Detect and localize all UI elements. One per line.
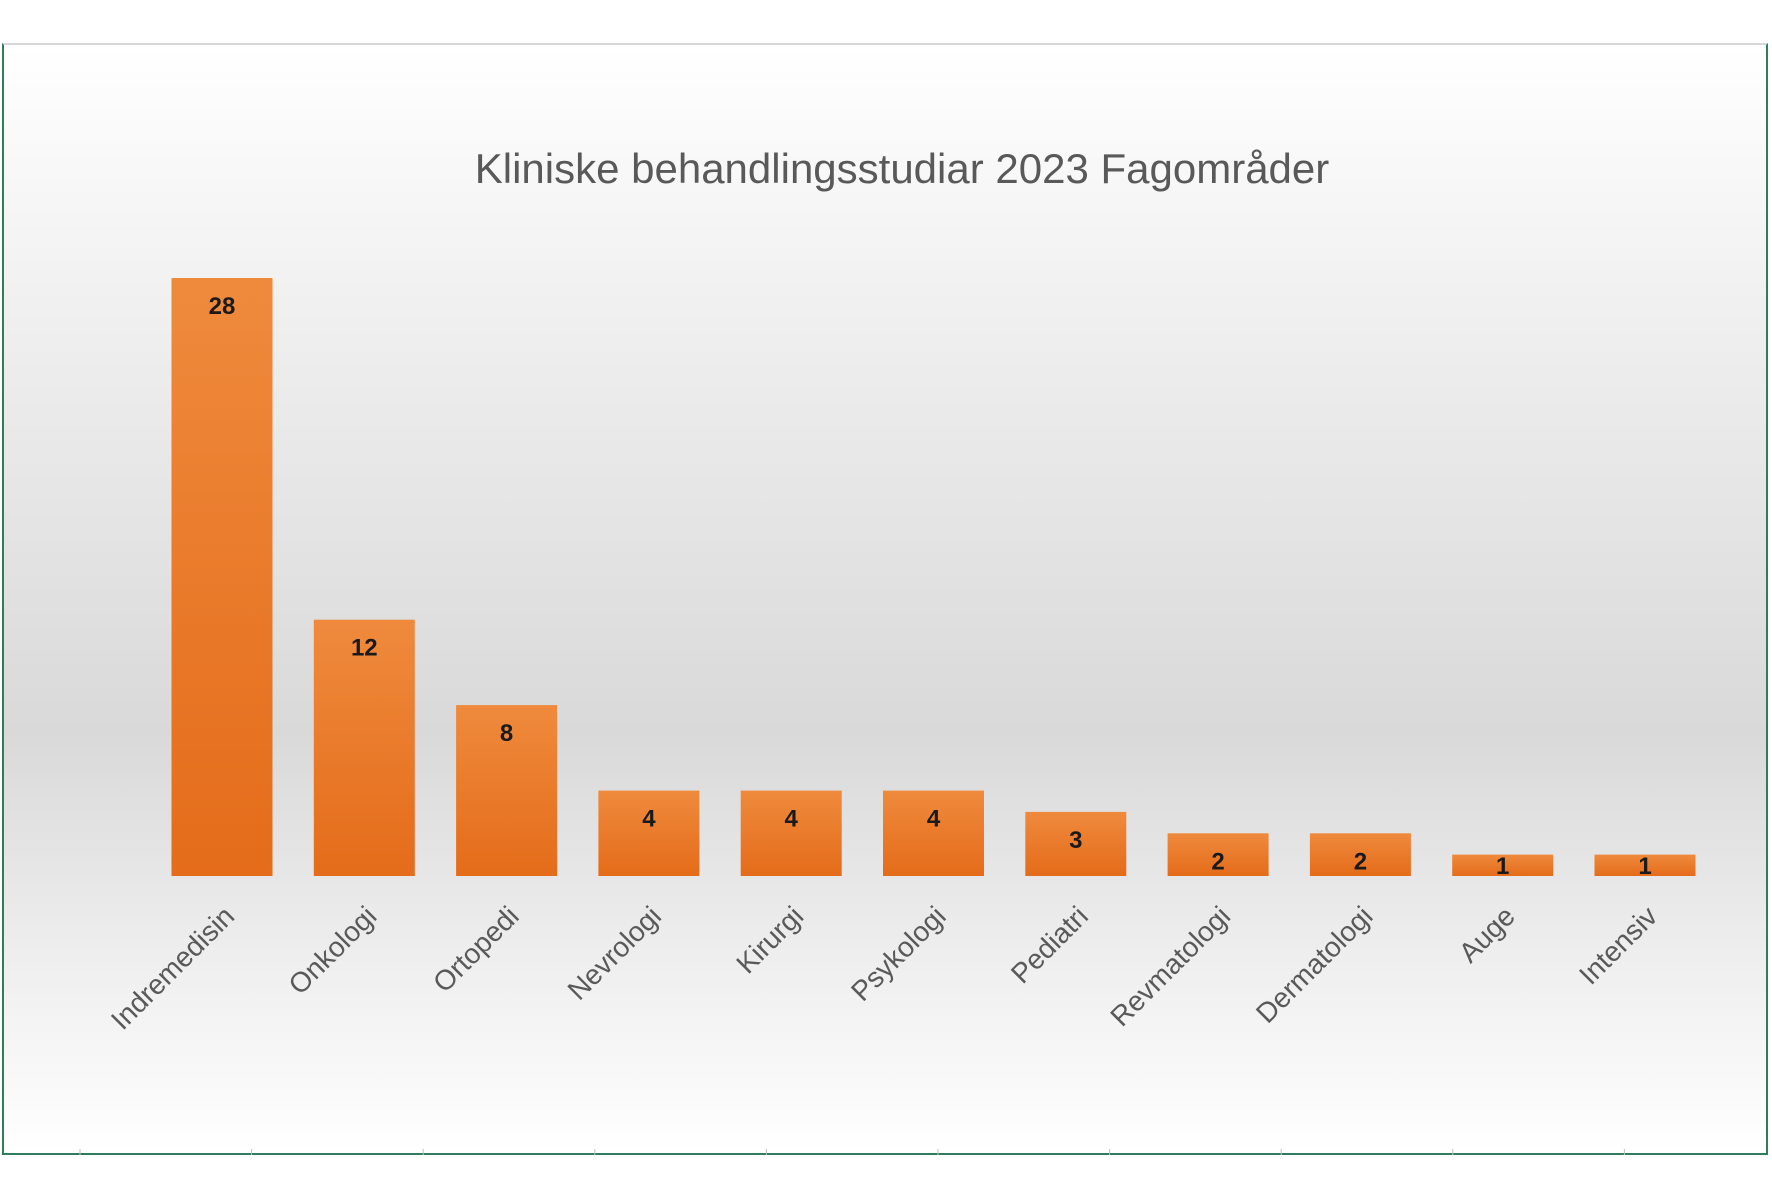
x-axis-tick-labels: Indremedisin Onkologi Ortopedi Nevrologi Kir…	[105, 900, 1663, 1035]
x-tick-label-indremedisin: Indremedisin	[105, 900, 240, 1035]
data-label-pediatri: 3	[1069, 827, 1082, 854]
bar-auge	[1452, 854, 1554, 876]
data-labels-group: 28 12 8 4 4 4 3 2 2 1 1	[209, 293, 1652, 880]
data-label-ortopedi: 8	[500, 720, 513, 747]
bottom-axis-ticks	[79, 1149, 1625, 1155]
data-label-intensiv: 1	[1638, 853, 1651, 880]
x-tick-label-revmatologi: Revmatologi	[1104, 900, 1236, 1032]
x-tick-label-psykologi: Psykologi	[845, 900, 952, 1007]
data-label-auge: 1	[1496, 853, 1509, 880]
bar-indremedisin	[171, 278, 273, 876]
bar-revmatologi	[1167, 833, 1269, 876]
data-label-revmatologi: 2	[1211, 848, 1224, 875]
data-label-indremedisin: 28	[209, 293, 236, 320]
chart-area: Kliniske behandlingsstudiar 2023 Fagområ…	[2, 43, 1768, 1155]
x-tick-label-dermatologi: Dermatologi	[1250, 900, 1379, 1029]
bar-onkologi	[313, 619, 415, 876]
x-tick-label-nevrologi: Nevrologi	[562, 900, 668, 1006]
data-label-kirurgi: 4	[785, 806, 799, 833]
x-tick-label-ortopedi: Ortopedi	[427, 900, 525, 998]
x-tick-label-intensiv: Intensiv	[1573, 900, 1663, 990]
x-tick-label-auge: Auge	[1453, 900, 1521, 968]
data-label-nevrologi: 4	[642, 806, 656, 833]
bar-dermatologi	[1309, 833, 1411, 876]
bar-pediatri	[1025, 811, 1127, 876]
bar-kirurgi	[740, 790, 842, 876]
bar-ortopedi	[456, 705, 558, 876]
data-label-dermatologi: 2	[1354, 848, 1367, 875]
x-tick-label-onkologi: Onkologi	[282, 900, 382, 1000]
chart-title: Kliniske behandlingsstudiar 2023 Fagområ…	[475, 145, 1330, 192]
data-label-psykologi: 4	[927, 806, 941, 833]
bar-intensiv	[1594, 854, 1696, 876]
x-tick-label-pediatri: Pediatri	[1005, 900, 1094, 989]
x-tick-label-kirurgi: Kirurgi	[730, 900, 809, 979]
data-label-onkologi: 12	[351, 635, 378, 662]
bars-group	[171, 278, 1696, 876]
bar-nevrologi	[598, 790, 700, 876]
bar-psykologi	[883, 790, 984, 876]
bar-chart: Kliniske behandlingsstudiar 2023 Fagområ…	[79, 145, 1696, 1155]
